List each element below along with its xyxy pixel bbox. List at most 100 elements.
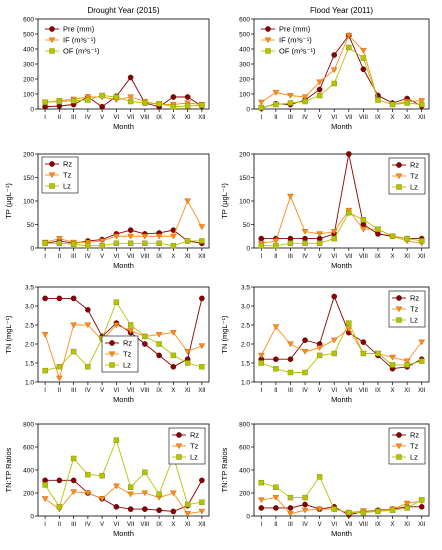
y-tick-label: 100: [23, 91, 34, 98]
data-point: [184, 100, 191, 107]
legend-swatch-marker: [49, 26, 55, 32]
legend: Rz Tz Lz: [168, 427, 206, 465]
legend-swatch-marker: [395, 443, 403, 450]
y-tick-label: 600: [239, 16, 250, 23]
y-tick-label: 200: [23, 490, 34, 497]
data-point: [84, 239, 92, 246]
data-point: [113, 437, 120, 443]
data-point: [346, 44, 352, 51]
data-point: [287, 93, 294, 99]
data-point: [316, 92, 323, 99]
data-point: [389, 507, 396, 513]
data-point: [375, 226, 381, 232]
data-point: [258, 479, 264, 486]
legend-swatch-marker: [108, 351, 116, 358]
data-point: [127, 322, 134, 328]
data-point: [141, 233, 149, 240]
data-point: [84, 322, 92, 329]
data-point: [98, 238, 106, 245]
y-tick-label: 2.5: [25, 322, 34, 329]
data-point: [155, 332, 163, 338]
legend-swatch-marker: [176, 432, 182, 438]
chart-title: Flood Year (2011): [310, 6, 373, 15]
data-point: [273, 484, 279, 490]
data-point: [142, 333, 148, 340]
data-point: [404, 235, 410, 242]
x-tick-label: IX: [375, 115, 381, 121]
data-point: [273, 366, 279, 372]
legend-label: Lz: [410, 453, 418, 462]
data-point: [141, 490, 149, 497]
legend: Rz Tz Lz: [388, 427, 426, 465]
data-point: [184, 511, 191, 517]
series-tri: [41, 198, 206, 246]
y-tick-label: 3.5: [25, 284, 34, 291]
data-point: [41, 496, 49, 502]
series-line: [45, 479, 203, 512]
legend-label: Tz: [190, 442, 199, 451]
data-point: [56, 295, 63, 302]
x-tick-label: V: [100, 522, 104, 528]
data-point: [85, 364, 91, 370]
legend: Pre (mm) IF (m³s⁻¹) OF (m³s⁻¹): [261, 25, 316, 56]
data-point: [156, 341, 162, 347]
data-point: [198, 224, 206, 231]
y-tick-label: 3.5: [241, 284, 250, 291]
data-point: [360, 226, 367, 233]
data-point: [70, 241, 77, 247]
x-tick-label: I: [260, 115, 262, 121]
data-point: [156, 101, 162, 107]
data-point: [127, 94, 134, 101]
x-tick-label: VI: [114, 388, 120, 394]
data-point: [142, 469, 148, 475]
legend-swatch-marker: [48, 37, 56, 44]
x-tick-label: IX: [156, 388, 162, 394]
data-point: [331, 350, 337, 357]
data-point: [316, 240, 323, 247]
x-tick-label: V: [100, 388, 104, 394]
data-point: [302, 235, 308, 242]
y-tick-label: 0: [30, 245, 34, 252]
data-point: [127, 506, 134, 512]
y-axis-label: TN (mgL⁻¹): [4, 315, 13, 354]
data-point: [170, 352, 177, 359]
data-point: [85, 242, 91, 249]
data-point: [360, 48, 367, 54]
data-point: [287, 356, 294, 363]
data-point: [360, 339, 367, 345]
data-point: [330, 229, 338, 235]
data-point: [70, 455, 77, 462]
data-point: [346, 320, 352, 326]
legend-label: Tz: [63, 171, 72, 180]
data-point: [184, 360, 191, 366]
x-axis-label: Month: [331, 261, 352, 270]
legend-label: IF (m³s⁻¹): [63, 36, 96, 45]
y-tick-label: 300: [239, 61, 250, 68]
x-tick-label: VIII: [140, 522, 149, 528]
data-point: [360, 217, 367, 223]
series-line: [261, 195, 422, 244]
x-tick-label: I: [44, 522, 46, 528]
y-tick-label: 50: [27, 222, 35, 229]
data-point: [287, 511, 294, 517]
x-tick-label: VIII: [359, 522, 368, 528]
data-point: [70, 295, 77, 302]
data-point: [113, 94, 120, 100]
data-point: [287, 100, 294, 106]
x-tick-label: II: [58, 388, 62, 394]
x-tick-label: IV: [302, 115, 308, 121]
data-point: [273, 505, 279, 511]
x-tick-label: III: [71, 388, 76, 394]
x-tick-label: I: [44, 115, 46, 121]
legend-swatch-marker: [396, 454, 402, 460]
x-tick-label: VIII: [359, 115, 368, 121]
data-point: [301, 94, 309, 101]
x-tick-label: IV: [302, 254, 308, 260]
data-point: [330, 67, 338, 74]
x-tick-label: XI: [185, 115, 191, 121]
data-point: [184, 94, 191, 100]
x-tick-label: IV: [302, 522, 308, 528]
x-tick-label: VIII: [359, 388, 368, 394]
